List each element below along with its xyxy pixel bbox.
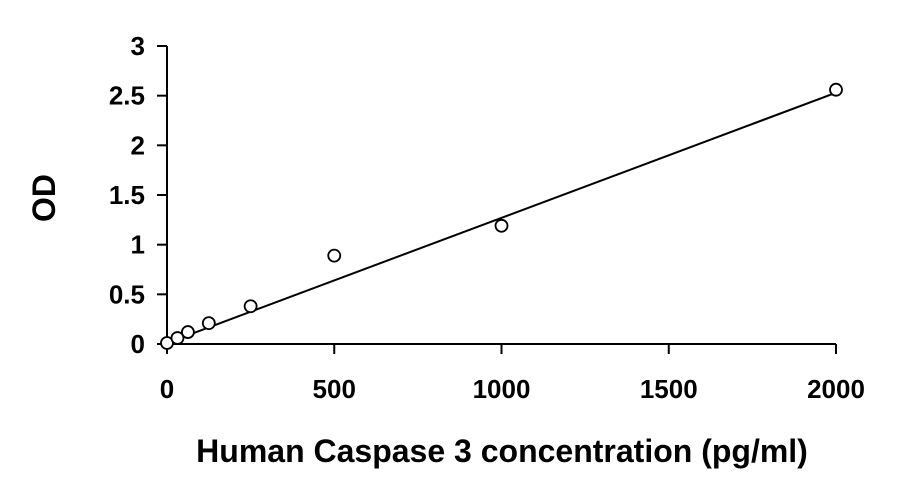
x-tick-label: 1500 xyxy=(640,374,698,404)
x-tick-label: 0 xyxy=(160,374,174,404)
x-tick-label: 1000 xyxy=(473,374,531,404)
y-tick-label: 2 xyxy=(131,130,145,160)
y-tick-label: 1.5 xyxy=(109,180,145,210)
y-tick-label: 1 xyxy=(131,230,145,260)
y-axis-title: OD xyxy=(26,174,62,222)
y-tick-label: 2.5 xyxy=(109,81,145,111)
x-tick-label: 500 xyxy=(313,374,356,404)
y-axis-ticks: 0 0.5 1 1.5 2 2.5 3 xyxy=(109,31,167,359)
x-tick-label: 2000 xyxy=(807,374,865,404)
data-point xyxy=(170,331,185,345)
x-axis-ticks: 0 500 1000 1500 2000 xyxy=(160,344,865,404)
trendline-group xyxy=(166,91,837,344)
data-point xyxy=(829,82,843,97)
y-tick-label: 3 xyxy=(131,31,145,61)
data-point xyxy=(494,218,509,233)
plot-area: 0 0.5 1 1.5 2 2.5 3 0 500 1000 1500 2000 xyxy=(109,31,865,404)
data-point xyxy=(181,325,195,339)
trendline xyxy=(166,91,837,344)
data-point xyxy=(243,299,258,314)
data-point xyxy=(327,248,342,263)
y-tick-label: 0 xyxy=(131,329,145,359)
y-tick-label: 0.5 xyxy=(109,279,145,309)
data-points xyxy=(160,82,843,350)
x-axis-title: Human Caspase 3 concentration (pg/ml) xyxy=(196,433,808,469)
data-point xyxy=(201,316,216,331)
